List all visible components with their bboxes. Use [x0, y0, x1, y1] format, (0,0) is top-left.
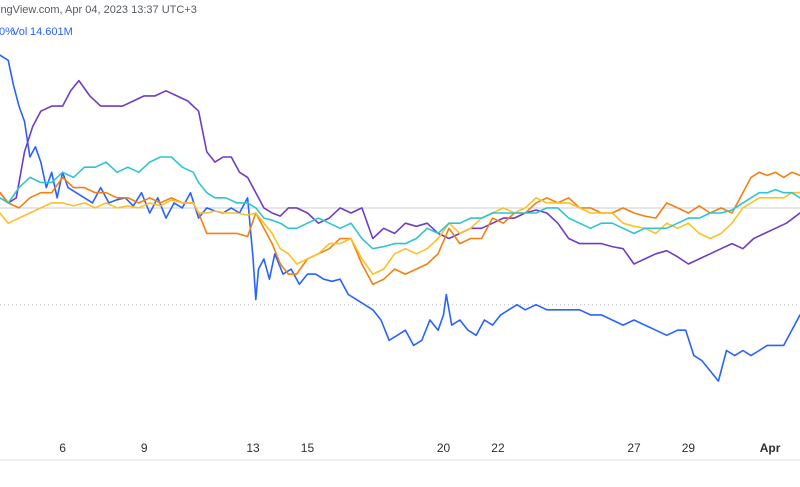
- volume-label: Vol: [12, 26, 28, 38]
- series-line-3[interactable]: [0, 191, 800, 275]
- change-percent-fragment: 0%: [0, 26, 15, 38]
- legend-row: 0% Vol 14.601M: [0, 26, 400, 42]
- series-line-4[interactable]: [0, 156, 800, 250]
- x-tick-label-13: 13: [246, 441, 260, 455]
- x-tick-label-20: 20: [437, 441, 451, 455]
- series-line-0[interactable]: [0, 54, 800, 382]
- x-tick-label-15: 15: [301, 441, 315, 455]
- series-line-2[interactable]: [0, 171, 800, 286]
- x-tick-label-29: 29: [682, 441, 696, 455]
- x-tick-label-6: 6: [59, 441, 66, 455]
- x-tick-label-9: 9: [141, 441, 148, 455]
- x-tick-label-apr: Apr: [760, 441, 781, 455]
- x-tick-label-27: 27: [627, 441, 641, 455]
- volume-value: 14.601M: [30, 26, 73, 38]
- source-timestamp-text: ingView.com, Apr 04, 2023 13:37 UTC+3: [0, 4, 197, 16]
- chart-header: ingView.com, Apr 04, 2023 13:37 UTC+3: [0, 4, 800, 20]
- x-tick-label-22: 22: [491, 441, 505, 455]
- series-line-1[interactable]: [0, 79, 800, 265]
